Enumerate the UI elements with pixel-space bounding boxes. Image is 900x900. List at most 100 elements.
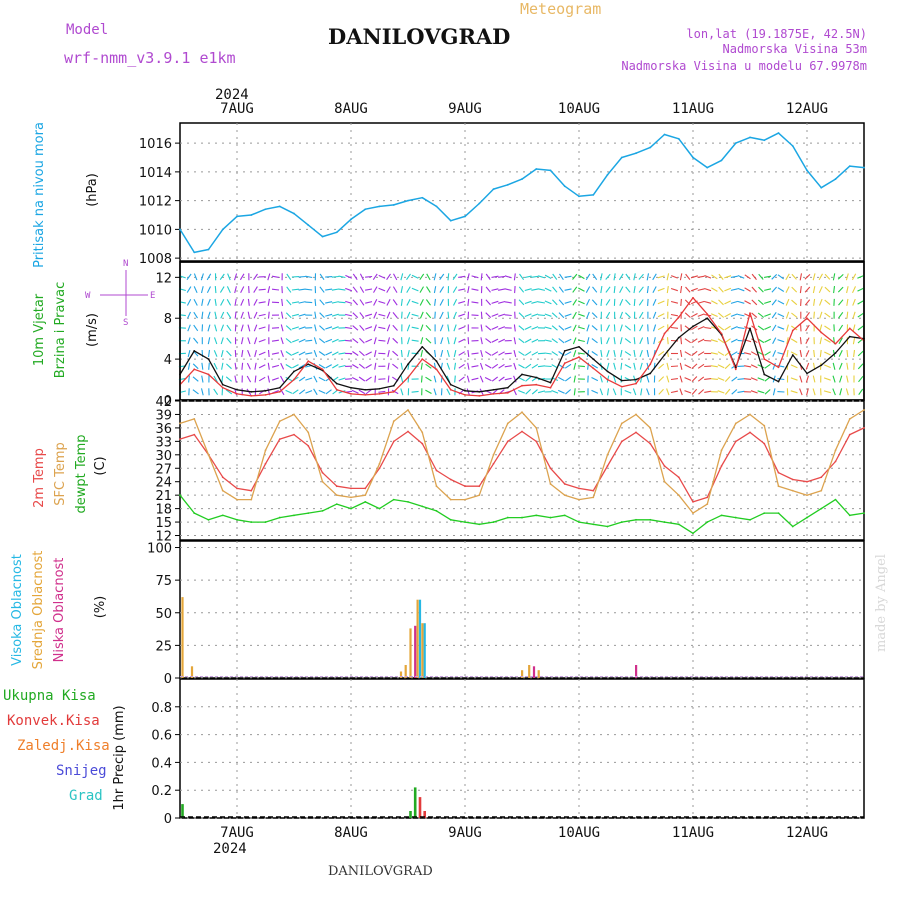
wind-arrow (837, 286, 844, 293)
wind-arrow (833, 286, 836, 294)
wind-arrow (208, 362, 210, 370)
wind-arrow (697, 351, 705, 356)
dewpt-point (321, 509, 324, 512)
cloud-bar-low (635, 665, 638, 678)
wind-arrow (258, 376, 266, 382)
wind-speed-point (221, 383, 224, 386)
temp2m-point (649, 442, 652, 445)
wind-arrow (258, 288, 266, 291)
wind-gust-point (506, 391, 509, 394)
wind-arrow (839, 375, 843, 383)
sfc-temp-point (321, 480, 324, 483)
wind-arrow (751, 286, 758, 293)
bottom-day-label: 11AUG (672, 825, 714, 841)
temperature-ytick-label: 39 (155, 408, 172, 423)
wind-arrow (378, 300, 386, 304)
wind-arrow (298, 351, 306, 356)
wind-arrow (221, 362, 224, 370)
wind-arrow (373, 349, 377, 358)
wind-arrow (240, 324, 244, 332)
clouds-ytick-label: 100 (147, 542, 172, 557)
wind-arrow (838, 337, 843, 345)
wind-arrow (400, 286, 404, 294)
wind-arrow (839, 388, 843, 396)
wind-arrow (358, 376, 366, 382)
wind-arrow (491, 363, 499, 369)
wind-arrow (757, 312, 765, 318)
temperature-ytick-label: 15 (155, 516, 172, 531)
wind-arrow (234, 362, 237, 370)
wind-arrow (552, 286, 558, 293)
sfc-temp-point (492, 453, 495, 456)
wind-arrow (400, 273, 404, 281)
pressure-point (806, 169, 808, 172)
year-top: 2024 (215, 87, 249, 103)
wind-arrow (786, 324, 789, 332)
wind-gust-point (307, 360, 310, 363)
wind-arrow (698, 389, 705, 395)
wind-arrow (406, 299, 411, 306)
wind-arrow (552, 273, 558, 280)
wind-arrow (786, 349, 789, 358)
wind-arrow (338, 377, 346, 381)
wind-arrow (491, 288, 499, 291)
dewpt-point (806, 516, 808, 519)
dewpt-point (635, 518, 637, 521)
wind-arrow (819, 349, 822, 358)
wind-arrow (485, 351, 492, 356)
wind-arrow (837, 273, 844, 280)
wind-arrow (799, 286, 802, 294)
sfc-temp-point (221, 489, 224, 492)
wind-arrow (271, 364, 280, 368)
dewpt-point (606, 525, 609, 528)
wind-arrow (524, 313, 532, 318)
wind-gust-point (278, 390, 281, 393)
wind-speed-point (677, 336, 680, 339)
wind-arrow (504, 365, 512, 368)
wind-arrow (314, 298, 317, 306)
wind-arrow (313, 375, 318, 383)
wind-arrow (491, 376, 499, 382)
wind-arrow (285, 376, 293, 382)
wind-arrow (471, 288, 479, 291)
wind-arrow (426, 273, 431, 281)
wind-arrow (852, 324, 856, 332)
wind-arrow (374, 375, 377, 383)
wind-arrow (572, 299, 578, 306)
wind-arrow (724, 325, 731, 331)
wind-arrow (331, 351, 339, 356)
wind-arrow (666, 286, 669, 294)
wind-arrow (352, 351, 359, 356)
wind-arrow (513, 375, 517, 383)
wind-arrow (531, 288, 539, 291)
wind-arrow (213, 375, 218, 383)
wind-arrow (537, 275, 545, 279)
wind-arrow (524, 275, 532, 279)
wind-arrow (697, 376, 705, 382)
wind-arrow (710, 313, 718, 318)
lonlat: lon,lat (19.1875E, 42.5N) (686, 27, 867, 41)
wind-arrow (764, 325, 772, 330)
wind-arrow (280, 375, 285, 383)
wind-arrow (518, 325, 525, 331)
wind-arrow (572, 324, 577, 332)
wind-arrow (813, 298, 816, 306)
wind-arrow (600, 273, 603, 281)
wind-arrow (285, 351, 293, 356)
pressure-ytick-label: 1014 (139, 166, 172, 181)
wind-arrow-field (178, 273, 865, 396)
wind-arrow (790, 377, 798, 381)
wind-arrow (613, 337, 616, 345)
wind-arrow (271, 352, 280, 355)
wind-arrow (724, 300, 732, 305)
dewpt-point (278, 516, 281, 519)
pressure-point (763, 139, 766, 142)
temp2m-point (749, 431, 751, 434)
wind-arrow (406, 273, 411, 281)
wind-arrow (248, 286, 250, 294)
sfc-temp-point (506, 422, 509, 425)
wind-speed-point (820, 364, 823, 367)
temp2m-point (407, 430, 409, 433)
wind-arrow (845, 273, 849, 281)
wind-arrow (258, 326, 266, 330)
